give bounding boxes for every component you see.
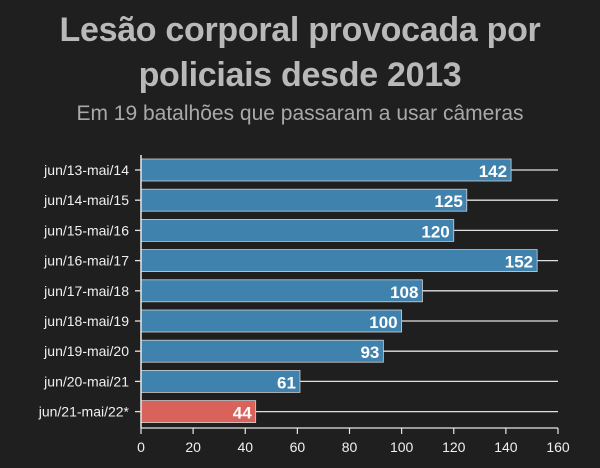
bar [140, 158, 512, 182]
y-tick-label: jun/19-mai/20 [43, 343, 129, 359]
y-tick-label: jun/17-mai/18 [43, 283, 129, 299]
data-label: 61 [277, 373, 296, 392]
x-tick-label: 100 [390, 439, 414, 455]
data-label: 142 [479, 162, 507, 181]
y-tick-label: jun/16-mai/17 [43, 253, 129, 269]
y-tick-label: jun/14-mai/15 [43, 192, 129, 208]
bar [140, 279, 423, 303]
x-tick-label: 140 [494, 439, 518, 455]
chart-title-line-1: Lesão corporal provocada por [59, 11, 541, 49]
chart-title: Lesão corporal provocada por policiais d… [0, 8, 600, 98]
x-tick-label: 80 [342, 439, 358, 455]
y-tick-label: jun/18-mai/19 [43, 313, 129, 329]
bar [140, 218, 455, 242]
data-label: 93 [360, 343, 379, 362]
chart-subtitle: Em 19 batalhões que passaram a usar câme… [76, 102, 524, 125]
data-label: 108 [390, 283, 418, 302]
x-tick-label: 20 [185, 439, 201, 455]
data-label: 125 [434, 192, 462, 211]
x-tick-label: 0 [137, 439, 145, 455]
data-label: 152 [505, 253, 533, 272]
bar [140, 249, 538, 273]
y-tick-label: jun/13-mai/14 [43, 162, 129, 178]
data-label: 120 [421, 222, 449, 241]
data-label: 100 [369, 313, 397, 332]
bar [140, 188, 468, 212]
x-tick-label: 120 [442, 439, 466, 455]
chart-title-line-2: policiais desde 2013 [138, 56, 462, 94]
data-label: 44 [233, 404, 252, 423]
y-tick-label: jun/20-mai/21 [43, 373, 129, 389]
y-tick-label: jun/21-mai/22* [38, 404, 130, 420]
bar [140, 309, 403, 333]
y-tick-label: jun/15-mai/16 [43, 222, 129, 238]
bar [140, 339, 384, 363]
x-tick-label: 40 [237, 439, 253, 455]
x-tick-label: 60 [290, 439, 306, 455]
x-tick-label: 160 [546, 439, 570, 455]
